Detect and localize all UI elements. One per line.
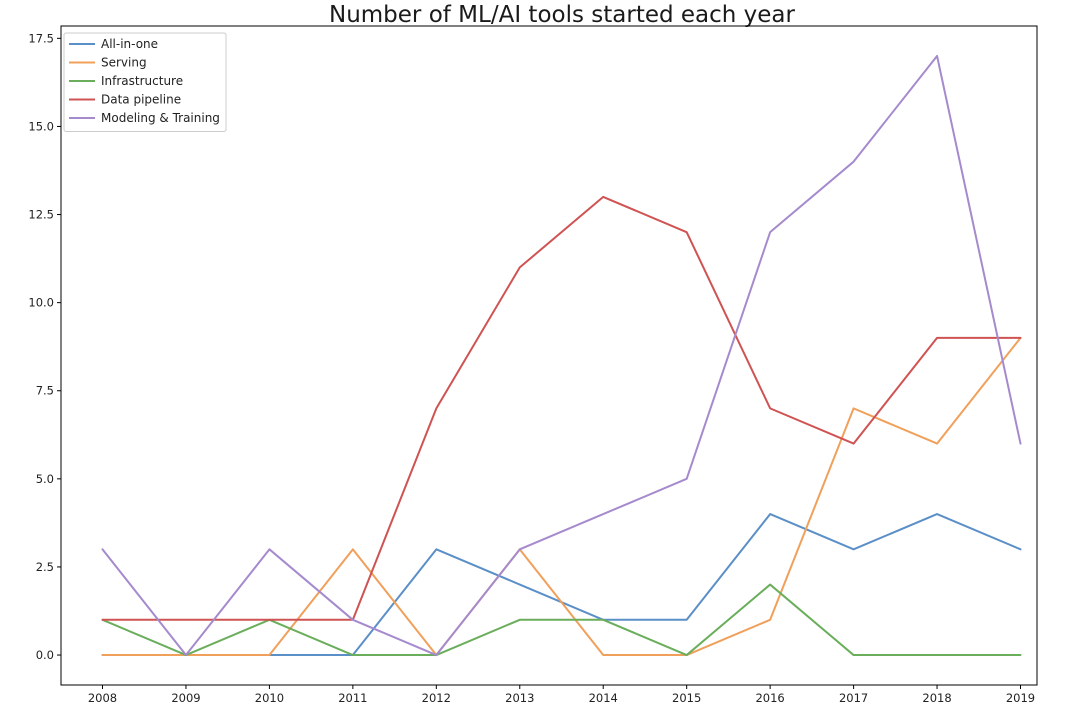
x-axis: 2008 2009 2010 2011 2012 2013 2014 2015 2016 2017… [88, 685, 1035, 705]
y-tick-label: 5.0 [36, 472, 54, 486]
y-tick-label: 2.5 [36, 560, 54, 574]
y-tick-label: 12.5 [28, 208, 54, 222]
y-tick-label: 7.5 [36, 384, 54, 398]
x-tick-label: 2016 [755, 691, 784, 705]
legend-label: Infrastructure [101, 74, 183, 88]
x-tick-label: 2014 [589, 691, 618, 705]
y-tick-label: 0.0 [36, 648, 54, 662]
series-line-modeling-training [101, 54, 1022, 657]
series-line-infrastructure [101, 583, 1022, 657]
series-lines [101, 54, 1022, 657]
legend: All-in-one Serving Infrastructure Data pipe… [63, 32, 227, 132]
y-tick-label: 15.0 [28, 119, 54, 133]
legend-box [63, 32, 227, 132]
y-tick-label: 17.5 [28, 31, 54, 45]
y-axis: 0.0 2.5 5.0 7.5 10.0 12.5 15.0 17.5 [28, 31, 61, 662]
x-tick-label: 2013 [505, 691, 534, 705]
x-tick-label: 2018 [922, 691, 951, 705]
y-tick-label: 10.0 [28, 296, 54, 310]
legend-label: Serving [101, 56, 147, 70]
legend-label: Modeling & Training [101, 111, 220, 125]
x-tick-label: 2008 [88, 691, 117, 705]
legend-label: Data pipeline [101, 93, 181, 107]
x-tick-label: 2019 [1006, 691, 1035, 705]
series-line-data-pipeline [101, 195, 1022, 621]
plot-frame [60, 25, 1038, 686]
series-line-all-in-one [101, 513, 1022, 657]
x-tick-label: 2015 [672, 691, 701, 705]
x-tick-label: 2012 [422, 691, 451, 705]
legend-label: All-in-one [101, 37, 158, 51]
x-tick-label: 2009 [171, 691, 200, 705]
x-tick-label: 2010 [255, 691, 284, 705]
x-tick-label: 2011 [338, 691, 367, 705]
series-line-serving [101, 336, 1022, 657]
chart-title: Number of ML/AI tools started each year [329, 2, 796, 28]
x-tick-label: 2017 [839, 691, 868, 705]
